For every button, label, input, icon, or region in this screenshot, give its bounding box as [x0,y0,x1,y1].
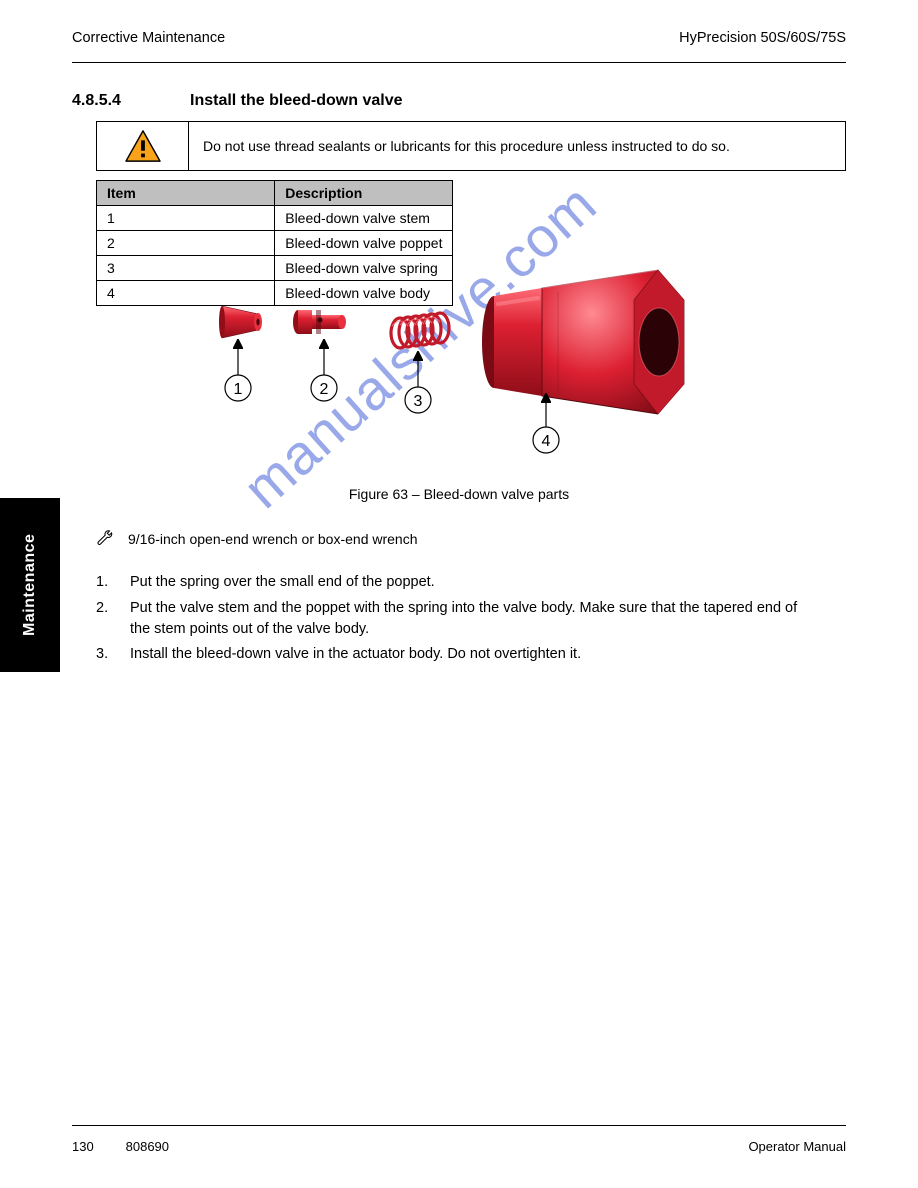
svg-text:1: 1 [234,381,243,398]
table-header-row: Item Description [97,181,453,206]
part-valve-stem [219,306,262,338]
table-row: 2 Bleed-down valve poppet [97,231,453,256]
section-title: Install the bleed-down valve [190,92,403,110]
part-valve-poppet [293,310,346,334]
step-3: 3. Install the bleed-down valve in the a… [130,644,818,665]
footer-left: 130 808690 [72,1139,169,1154]
caution-icon-cell [97,122,189,170]
svg-text:4: 4 [542,433,551,450]
tools-line: 9/16-inch open-end wrench or box-end wre… [96,530,418,548]
part-valve-body [482,270,684,414]
step-number: 2. [96,598,108,619]
footer-right: Operator Manual [748,1139,846,1154]
col-item: Item [97,181,275,206]
caution-box: Do not use thread sealants or lubricants… [96,121,846,171]
exploded-figure: 1 2 3 4 [186,270,746,480]
header-rule [72,62,846,63]
svg-text:3: 3 [414,393,423,410]
table-row: 1 Bleed-down valve stem [97,206,453,231]
step-number: 1. [96,572,108,593]
step-number: 3. [96,644,108,665]
figure-caption: Figure 63 – Bleed-down valve parts [72,486,846,502]
manual-page: Corrective Maintenance HyPrecision 50S/6… [0,0,918,1188]
side-tab-label: Maintenance [0,498,60,672]
tools-text: 9/16-inch open-end wrench or box-end wre… [128,531,418,547]
running-header-left: Corrective Maintenance [72,30,225,46]
step-text: Put the valve stem and the poppet with t… [130,600,797,637]
step-2: 2. Put the valve stem and the poppet wit… [130,598,818,640]
part-valve-spring [391,313,449,348]
step-text: Install the bleed-down valve in the actu… [130,646,581,662]
step-text: Put the spring over the small end of the… [130,574,435,590]
caution-text: Do not use thread sealants or lubricants… [189,122,845,170]
col-desc: Description [275,181,453,206]
svg-text:2: 2 [320,381,329,398]
caution-icon [124,129,162,163]
section-number: 4.8.5.4 [72,92,121,110]
step-1: 1. Put the spring over the small end of … [130,572,818,593]
running-header-right: HyPrecision 50S/60S/75S [679,30,846,46]
footer-rule [72,1125,846,1126]
wrench-icon [96,530,114,548]
